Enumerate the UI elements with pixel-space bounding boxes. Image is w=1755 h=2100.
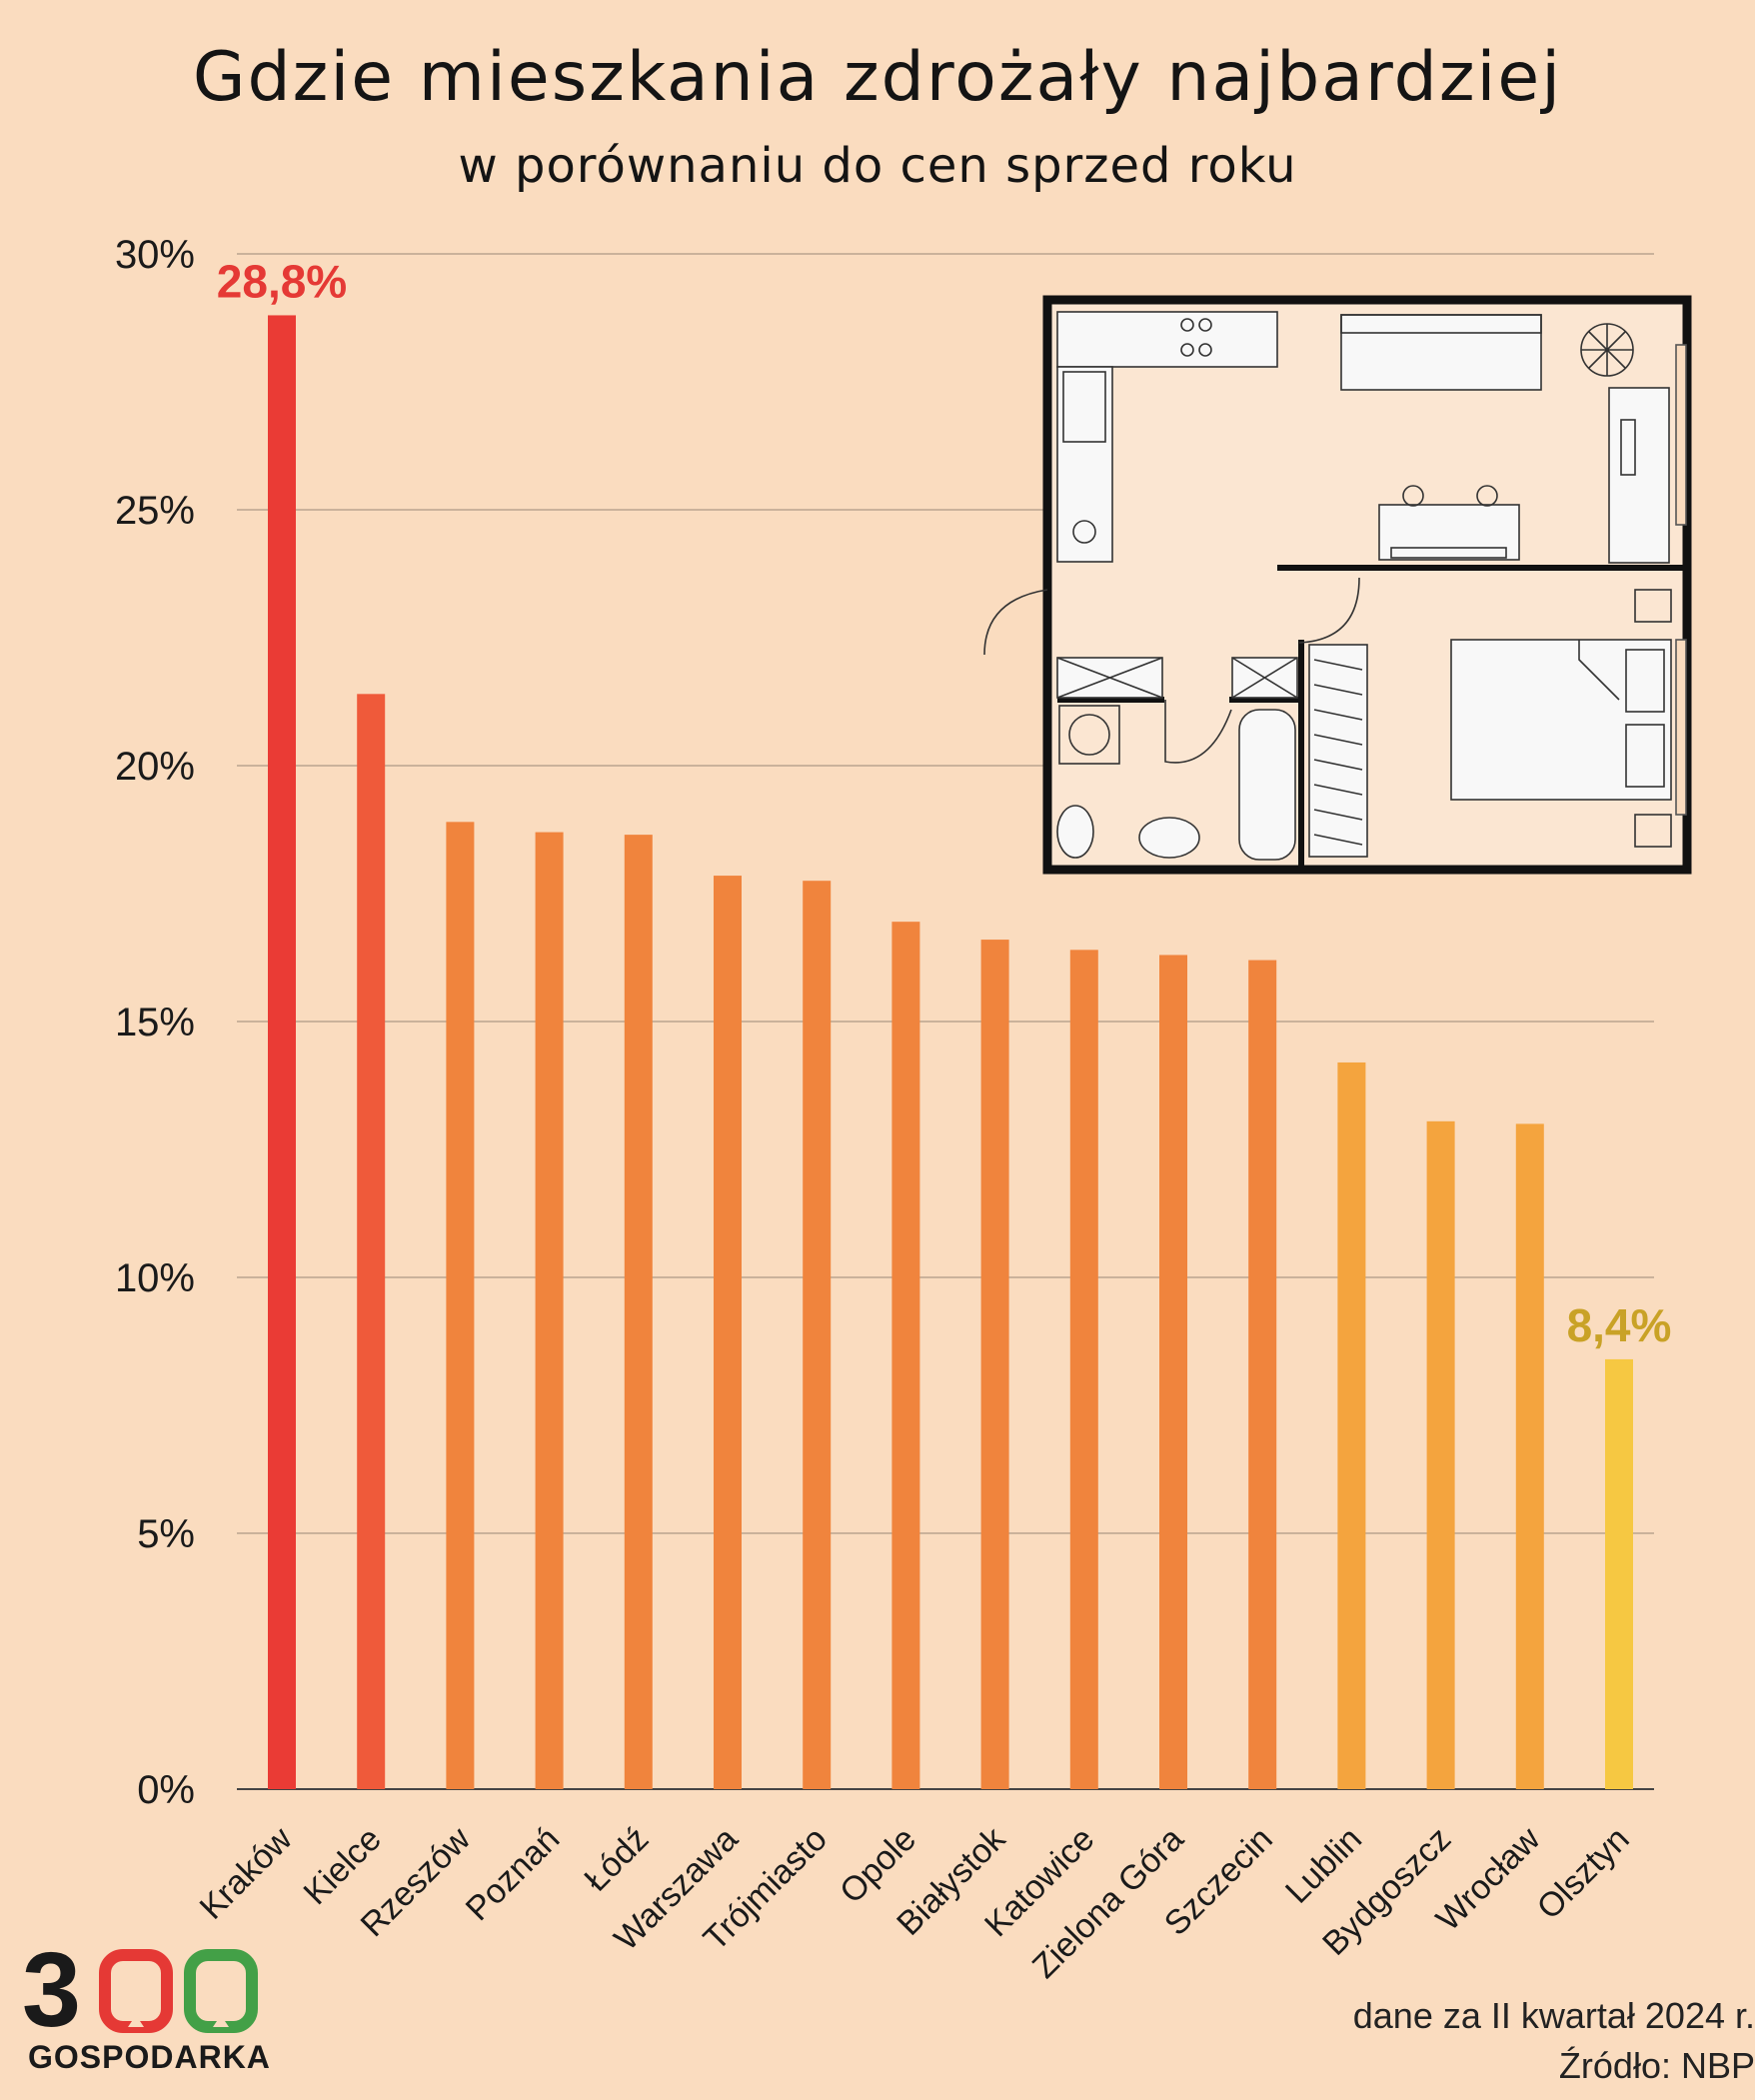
data-labels: 28,8% 8,4% — [217, 255, 1672, 1350]
footer-source: Źródło: NBP — [1558, 2045, 1755, 2086]
x-tick-label: Olsztyn — [1530, 1820, 1637, 1927]
bar — [714, 876, 742, 1789]
chart-title: Gdzie mieszkania zdrożały najbardziej — [192, 38, 1563, 117]
y-tick-label: 30% — [115, 233, 195, 277]
bar — [1515, 1123, 1544, 1789]
bar — [1426, 1120, 1455, 1789]
bar — [891, 922, 920, 1789]
x-tick-label: Poznań — [459, 1820, 567, 1928]
bar — [980, 940, 1009, 1789]
y-axis-ticks: 0% 5% 10% 15% 20% 25% 30% — [115, 233, 195, 1812]
floor-plan-illustration — [983, 295, 1692, 875]
footer-note: dane za II kwartał 2024 r. — [1352, 1995, 1755, 2036]
bar — [624, 835, 653, 1789]
data-label: 28,8% — [217, 255, 347, 307]
logo-300-gospodarka: 3 — [22, 1931, 258, 2049]
bar — [1069, 950, 1098, 1789]
y-tick-label: 25% — [115, 489, 195, 533]
bar — [357, 694, 386, 1789]
bar — [803, 881, 832, 1789]
bar — [1159, 955, 1187, 1789]
y-tick-label: 5% — [137, 1512, 195, 1556]
logo-digit-3: 3 — [22, 1931, 81, 2049]
bar — [1605, 1358, 1633, 1789]
bar — [1248, 960, 1277, 1789]
bar — [535, 832, 564, 1789]
chart-subtitle: w porównaniu do cen sprzed roku — [458, 138, 1297, 194]
x-tick-label: Łódź — [577, 1820, 656, 1899]
y-tick-label: 20% — [115, 745, 195, 789]
bars — [268, 315, 1633, 1790]
bar — [1337, 1061, 1366, 1789]
bar — [268, 315, 296, 1790]
x-tick-label: Kraków — [193, 1819, 300, 1926]
logo-text: GOSPODARKA — [28, 2039, 271, 2075]
data-label: 8,4% — [1567, 1299, 1672, 1351]
y-tick-label: 15% — [115, 1001, 195, 1045]
bar — [446, 822, 475, 1789]
y-tick-label: 0% — [137, 1768, 195, 1812]
y-tick-label: 10% — [115, 1256, 195, 1300]
